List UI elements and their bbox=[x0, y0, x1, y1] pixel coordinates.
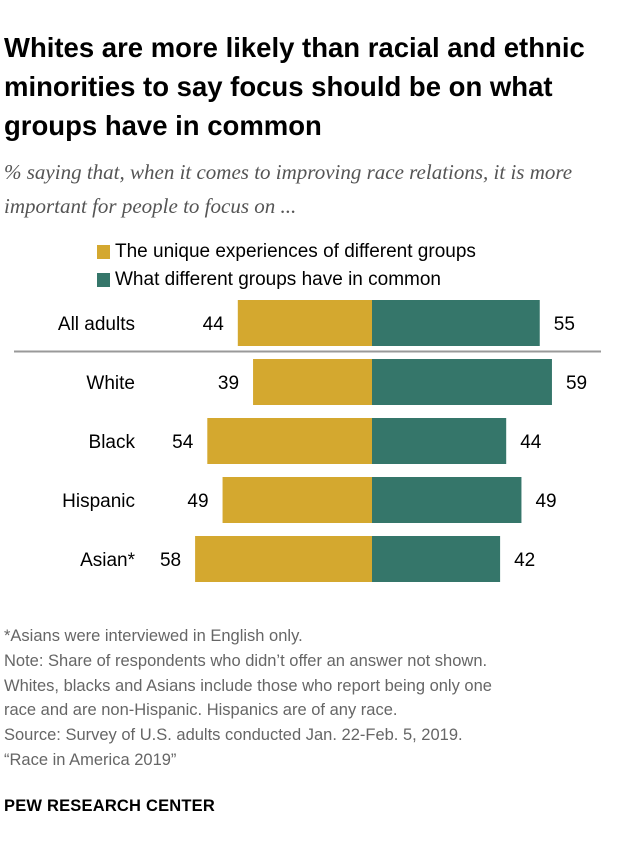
bar-unique-black bbox=[207, 418, 372, 464]
value-label-unique-hispanic: 49 bbox=[187, 491, 208, 512]
value-label-unique-asian: 58 bbox=[160, 550, 181, 571]
category-label-hispanic: Hispanic bbox=[62, 491, 135, 512]
category-label-asian: Asian* bbox=[80, 550, 136, 571]
value-label-unique-black: 54 bbox=[172, 432, 194, 453]
brand-logo-text: PEW RESEARCH CENTER bbox=[4, 797, 215, 815]
footnotes: *Asians were interviewed in English only… bbox=[4, 624, 619, 773]
legend-label-common: What different groups have in common bbox=[115, 269, 441, 290]
footnote-report-title: “Race in America 2019” bbox=[4, 750, 177, 769]
bar-common-hispanic bbox=[372, 477, 522, 523]
category-label-all-adults: All adults bbox=[58, 314, 135, 335]
bar-unique-hispanic bbox=[222, 477, 372, 523]
bar-unique-asian bbox=[195, 536, 372, 582]
footnote-note-cont-1: Whites, blacks and Asians include those … bbox=[4, 676, 492, 695]
category-label-black: Black bbox=[89, 432, 136, 453]
bar-common-all-adults bbox=[372, 300, 540, 346]
bar-common-white bbox=[372, 359, 552, 405]
footnote-note: Note: Share of respondents who didn’t of… bbox=[4, 651, 488, 670]
legend-item-common: What different groups have in common bbox=[97, 266, 476, 294]
value-label-common-black: 44 bbox=[520, 432, 542, 453]
bar-common-black bbox=[372, 418, 507, 464]
value-label-common-white: 59 bbox=[566, 373, 587, 394]
legend-swatch-unique bbox=[97, 245, 110, 259]
footnote-source: Source: Survey of U.S. adults conducted … bbox=[4, 726, 463, 745]
footnote-note-cont-2: race and are non-Hispanic. Hispanics are… bbox=[4, 701, 398, 720]
legend-label-unique: The unique experiences of different grou… bbox=[115, 241, 476, 262]
bar-unique-white bbox=[253, 359, 372, 405]
value-label-unique-white: 39 bbox=[218, 373, 239, 394]
value-label-common-hispanic: 49 bbox=[535, 491, 556, 512]
value-label-common-all-adults: 55 bbox=[554, 314, 575, 335]
chart-title: Whites are more likely than racial and e… bbox=[4, 32, 585, 141]
chart-subtitle: % saying that, when it comes to improvin… bbox=[4, 160, 573, 218]
legend-swatch-common bbox=[97, 273, 110, 287]
bar-common-asian bbox=[372, 536, 501, 582]
category-label-white: White bbox=[86, 373, 135, 394]
legend-item-unique: The unique experiences of different grou… bbox=[97, 238, 476, 266]
legend: The unique experiences of different grou… bbox=[97, 238, 476, 294]
value-label-common-asian: 42 bbox=[514, 550, 535, 571]
bar-unique-all-adults bbox=[237, 300, 372, 346]
value-label-unique-all-adults: 44 bbox=[203, 314, 225, 335]
diverging-bar-chart: 44 55 All adults 39 59 White 54 44 Black 49 49 Hisp… bbox=[14, 300, 601, 582]
footnote-asian: *Asians were interviewed in English only… bbox=[4, 627, 303, 645]
